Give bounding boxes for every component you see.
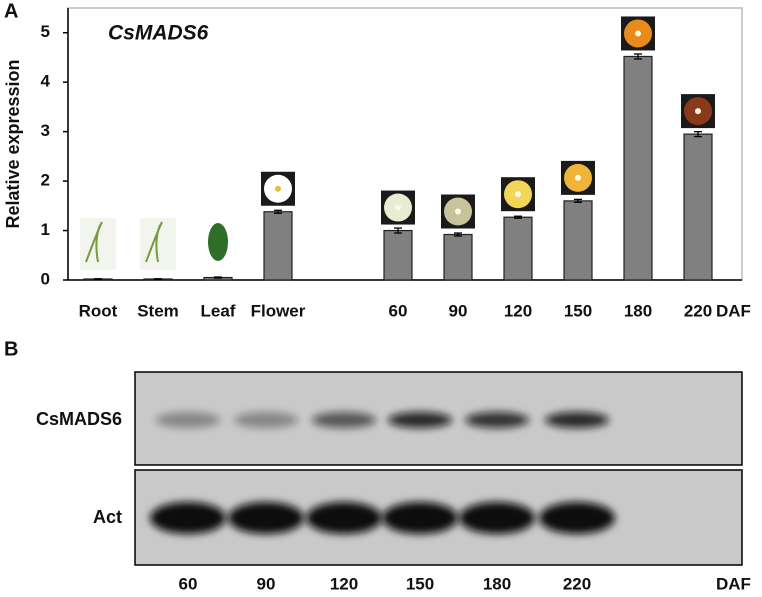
error-bar xyxy=(214,276,222,279)
x-tick-label: 180 xyxy=(624,301,652,320)
bar xyxy=(383,229,413,281)
blot-band xyxy=(382,502,458,534)
bar xyxy=(503,216,533,281)
chart-title: CsMADS6 xyxy=(108,22,209,45)
bar xyxy=(443,233,473,281)
blot-band xyxy=(459,502,535,534)
blot-band xyxy=(234,412,298,428)
error-bar xyxy=(394,227,402,234)
error-bar xyxy=(634,53,642,60)
panel-label: A xyxy=(4,0,18,22)
x-tick-label: 150 xyxy=(564,301,592,320)
error-bar xyxy=(574,198,582,204)
x-tick-label: 90 xyxy=(449,301,468,320)
x-tick-label: Leaf xyxy=(201,301,236,320)
lane-label: 120 xyxy=(330,574,358,593)
x-tick-label: Stem xyxy=(137,301,179,320)
lane-label: 60 xyxy=(179,574,198,593)
thumbnail xyxy=(208,223,228,261)
x-tick-label: 60 xyxy=(389,301,408,320)
thumbnail xyxy=(140,218,176,270)
thumbnail xyxy=(515,191,521,198)
x-tick-label: 220 xyxy=(684,301,712,320)
y-tick-label: 0 xyxy=(41,269,50,288)
thumbnail xyxy=(635,30,641,37)
thumbnail xyxy=(395,204,401,211)
thumbnail xyxy=(455,208,461,215)
blot-band xyxy=(388,412,452,428)
x-tick-label: 120 xyxy=(504,301,532,320)
bar xyxy=(263,211,293,281)
blot-band xyxy=(465,412,529,428)
x-tick-label: Root xyxy=(79,301,118,320)
thumbnail xyxy=(85,221,103,263)
error-bar xyxy=(514,215,522,219)
row-label: CsMADS6 xyxy=(36,409,122,429)
blot-band xyxy=(228,502,304,534)
error-bar xyxy=(694,130,702,138)
bar xyxy=(623,55,653,281)
bar xyxy=(683,133,713,281)
error-bar xyxy=(274,209,282,214)
lane-label: 150 xyxy=(406,574,434,593)
thumbnail xyxy=(145,221,163,263)
blot-band xyxy=(150,502,226,534)
y-tick-label: 2 xyxy=(41,171,50,190)
error-bar xyxy=(454,232,462,237)
blot-band xyxy=(312,412,376,428)
blot-band xyxy=(539,502,615,534)
y-axis-label: Relative expression xyxy=(3,59,23,228)
blot-band xyxy=(306,502,382,534)
lane-label: 180 xyxy=(483,574,511,593)
thumbnail xyxy=(275,185,281,192)
lane-label: 220 xyxy=(563,574,591,593)
y-tick-label: 4 xyxy=(41,72,51,91)
blot-band xyxy=(156,412,220,428)
blot-band xyxy=(545,412,609,428)
bar xyxy=(563,200,593,281)
lane-unit: DAF xyxy=(716,574,751,593)
x-axis-label: DAF xyxy=(716,301,751,320)
thumbnail xyxy=(695,108,701,115)
y-tick-label: 3 xyxy=(41,121,50,140)
x-tick-label: Flower xyxy=(251,301,306,320)
y-tick-label: 5 xyxy=(41,22,50,41)
panel-label: B xyxy=(4,338,18,360)
thumbnail xyxy=(80,218,116,270)
lane-label: 90 xyxy=(257,574,276,593)
row-label: Act xyxy=(93,507,122,527)
thumbnail xyxy=(575,174,581,181)
y-tick-label: 1 xyxy=(41,220,50,239)
